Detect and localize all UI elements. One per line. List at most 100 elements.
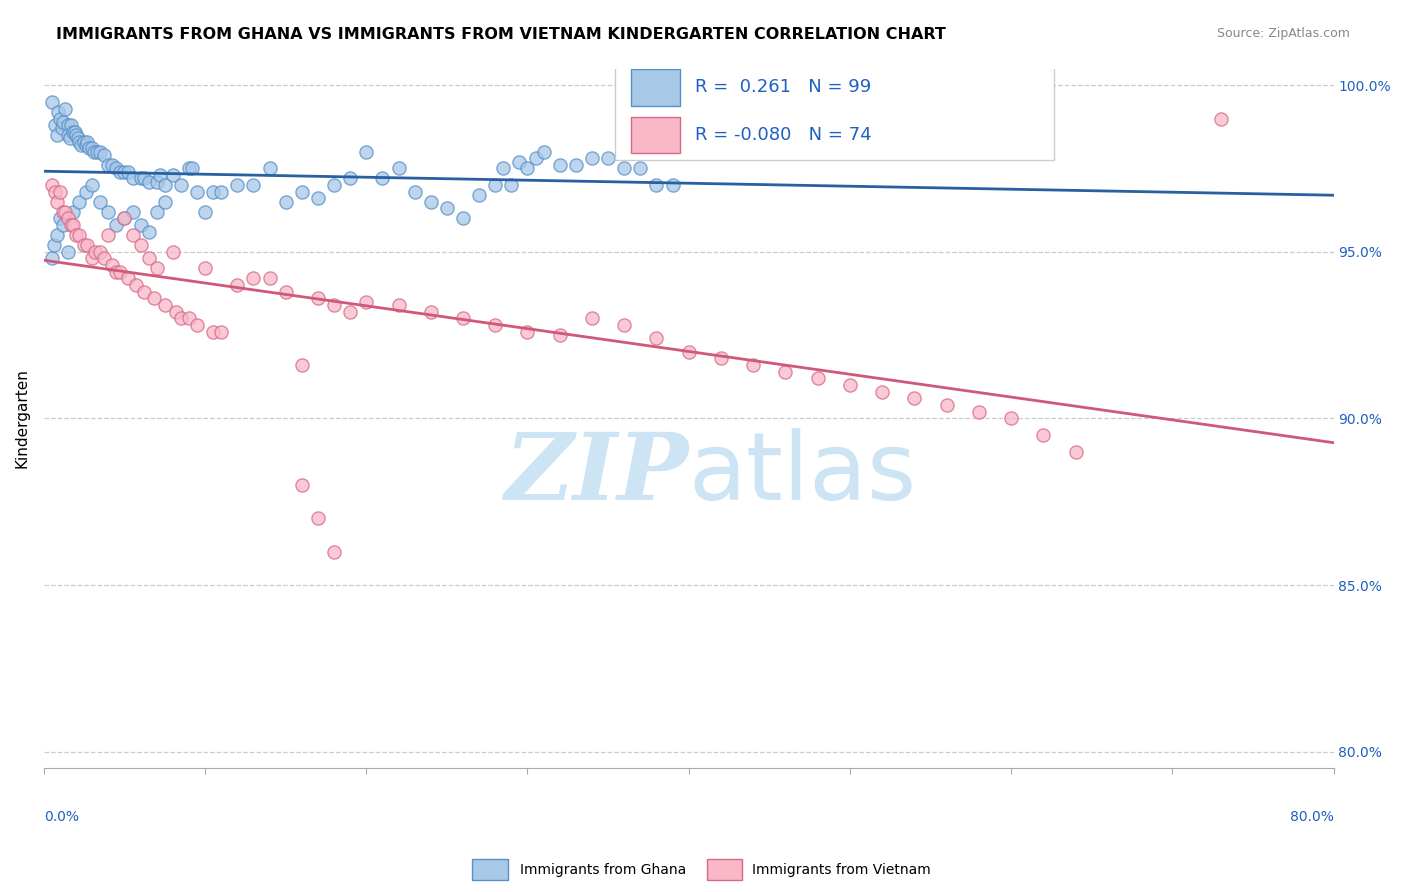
Point [41, 178, 63, 193]
Point [129, 218, 152, 232]
Point [259, 161, 281, 176]
Point [186, 318, 208, 332]
Text: IMMIGRANTS FROM GHANA VS IMMIGRANTS FROM VIETNAM KINDERGARTEN CORRELATION CHART: IMMIGRANTS FROM GHANA VS IMMIGRANTS FROM… [56, 27, 946, 42]
Point [202, 185, 225, 199]
Point [226, 278, 249, 293]
Point [84, 244, 107, 259]
Point [67, 228, 90, 243]
Point [138, 225, 160, 239]
Point [73, 238, 96, 252]
Point [194, 261, 217, 276]
FancyBboxPatch shape [616, 44, 1053, 161]
Point [242, 178, 264, 193]
Point [419, 305, 441, 319]
Point [62, 204, 84, 219]
Point [501, 178, 523, 193]
Point [62, 218, 84, 232]
Point [121, 228, 143, 243]
Point [93, 148, 115, 162]
Point [242, 271, 264, 285]
Point [108, 165, 131, 179]
Point [97, 204, 120, 219]
Point [533, 145, 555, 159]
Point [138, 252, 160, 266]
Point [76, 135, 98, 149]
Point [65, 228, 87, 243]
Point [516, 161, 538, 176]
Point [181, 161, 204, 176]
Point [63, 125, 86, 139]
Point [1000, 411, 1022, 425]
Point [838, 378, 860, 392]
Point [129, 171, 152, 186]
Point [339, 171, 361, 186]
Point [70, 138, 93, 153]
Point [41, 95, 63, 109]
Point [967, 405, 990, 419]
Point [145, 261, 167, 276]
Point [48, 104, 70, 119]
Point [870, 384, 893, 399]
Point [105, 265, 128, 279]
Point [42, 238, 65, 252]
Point [100, 258, 122, 272]
Point [49, 211, 72, 226]
Point [77, 141, 100, 155]
Point [186, 185, 208, 199]
Point [451, 211, 474, 226]
Point [125, 278, 148, 293]
Point [52, 115, 75, 129]
Point [41, 252, 63, 266]
Point [44, 118, 66, 132]
Point [291, 358, 314, 372]
Point [60, 118, 83, 132]
Point [97, 158, 120, 172]
Point [62, 125, 84, 139]
Point [194, 204, 217, 219]
Point [307, 192, 329, 206]
Text: R =  0.261   N = 99: R = 0.261 N = 99 [695, 78, 872, 96]
Point [93, 252, 115, 266]
Text: R = -0.080   N = 74: R = -0.080 N = 74 [695, 126, 872, 144]
Point [661, 178, 683, 193]
Point [291, 185, 314, 199]
Point [149, 168, 172, 182]
Point [66, 131, 89, 145]
Point [484, 178, 506, 193]
Point [132, 171, 155, 186]
Point [436, 202, 458, 216]
Y-axis label: Kindergarten: Kindergarten [15, 368, 30, 468]
Point [356, 145, 378, 159]
Point [132, 285, 155, 299]
Point [492, 161, 515, 176]
Point [598, 152, 620, 166]
Point [89, 194, 111, 209]
Point [121, 171, 143, 186]
Point [75, 185, 97, 199]
Point [404, 185, 426, 199]
Point [323, 544, 346, 558]
Point [45, 194, 67, 209]
Point [142, 292, 165, 306]
Point [75, 138, 97, 153]
Point [775, 365, 797, 379]
Point [468, 188, 491, 202]
Point [165, 305, 187, 319]
Text: Immigrants from Vietnam: Immigrants from Vietnam [752, 863, 931, 877]
Point [202, 325, 225, 339]
Point [67, 194, 90, 209]
Point [1032, 428, 1054, 442]
Point [419, 194, 441, 209]
Point [742, 358, 765, 372]
Point [145, 204, 167, 219]
Point [807, 371, 830, 385]
Point [121, 204, 143, 219]
Point [307, 292, 329, 306]
Point [114, 211, 136, 226]
Point [97, 228, 120, 243]
Point [100, 158, 122, 172]
Point [903, 392, 925, 406]
Text: 0.0%: 0.0% [44, 810, 79, 824]
Point [145, 175, 167, 189]
Point [645, 178, 668, 193]
